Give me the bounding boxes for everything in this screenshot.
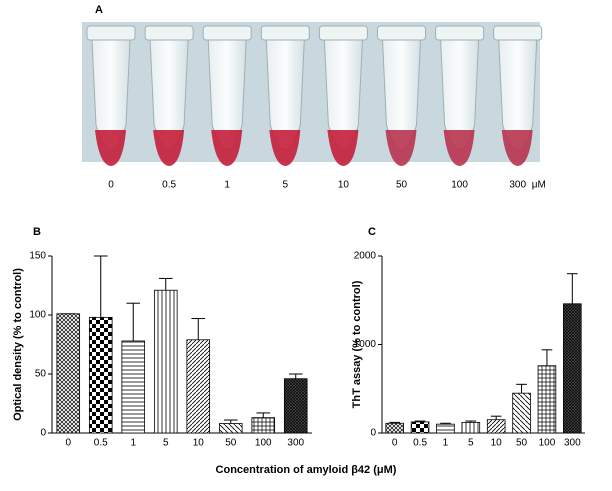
tube-liquid [153, 130, 185, 166]
bar [153, 289, 178, 434]
y-tick-label: 2000 [354, 251, 377, 262]
x-tick-label: 300 [287, 438, 304, 449]
x-tick-label: 0 [65, 438, 71, 449]
unit-label: μM [532, 180, 546, 191]
tube-liquid [501, 130, 533, 166]
tube-label: 300 [509, 180, 526, 191]
y-axis-label: Optical density (% to control) [12, 268, 24, 421]
bar [385, 422, 404, 434]
tube-cap [202, 25, 252, 41]
y-tick-label: 150 [29, 251, 46, 262]
tube-cap [318, 25, 368, 41]
tubes [86, 25, 543, 166]
x-tick-label: 10 [491, 438, 503, 449]
tube-liquid [211, 130, 243, 166]
tube-label: 0 [108, 180, 114, 191]
x-tick-label: 0.5 [94, 438, 108, 449]
tube-label: 100 [451, 180, 468, 191]
tube-label: 1 [224, 180, 230, 191]
tube-label: 5 [283, 180, 289, 191]
panel-label: A [95, 4, 103, 16]
bar [537, 365, 557, 434]
bar [461, 421, 481, 434]
tube-liquid [443, 130, 475, 166]
tube-liquid [269, 130, 301, 166]
bar [56, 313, 81, 434]
tube-label: 10 [338, 180, 350, 191]
bar [512, 392, 531, 434]
y-tick-label: 50 [35, 369, 47, 380]
y-tick-label: 100 [29, 310, 46, 321]
bar [88, 316, 113, 434]
bar [486, 419, 506, 434]
panel-label: B [33, 226, 41, 238]
tube-liquid [327, 130, 359, 166]
bar [186, 339, 211, 434]
x-axis-label: Concentration of amyloid β42 (μM) [216, 464, 397, 476]
tube-cap [493, 25, 543, 41]
x-tick-label: 1 [130, 438, 136, 449]
tube-cap [260, 25, 310, 41]
x-tick-label: 0.5 [413, 438, 427, 449]
tube-cap [377, 25, 426, 41]
bar [283, 378, 308, 434]
x-tick-label: 5 [163, 438, 169, 449]
y-tick-label: 0 [40, 428, 46, 439]
bar [251, 417, 276, 434]
bar [436, 423, 455, 434]
panel-label: C [368, 226, 376, 238]
bar [563, 303, 582, 434]
tube-label: 50 [396, 180, 408, 191]
bar [121, 340, 146, 434]
y-axis-label: ThT assay (% to control) [351, 280, 363, 408]
x-tick-label: 0 [392, 438, 398, 449]
tube-cap [435, 25, 485, 41]
tube-cap [144, 25, 194, 41]
x-tick-label: 100 [255, 438, 272, 449]
bar [218, 423, 243, 434]
tube-liquid [385, 130, 417, 166]
x-tick-label: 10 [193, 438, 205, 449]
x-tick-label: 100 [539, 438, 556, 449]
x-tick-label: 1 [443, 438, 449, 449]
y-tick-label: 0 [370, 428, 376, 439]
y-tick-label: 1000 [354, 339, 377, 350]
x-tick-label: 5 [468, 438, 474, 449]
x-tick-label: 50 [516, 438, 528, 449]
tube-label: 0.5 [162, 180, 176, 191]
tube-liquid [95, 130, 126, 166]
tube-cap [86, 25, 136, 41]
x-tick-label: 50 [225, 438, 237, 449]
x-tick-label: 300 [564, 438, 581, 449]
bar [410, 421, 430, 434]
